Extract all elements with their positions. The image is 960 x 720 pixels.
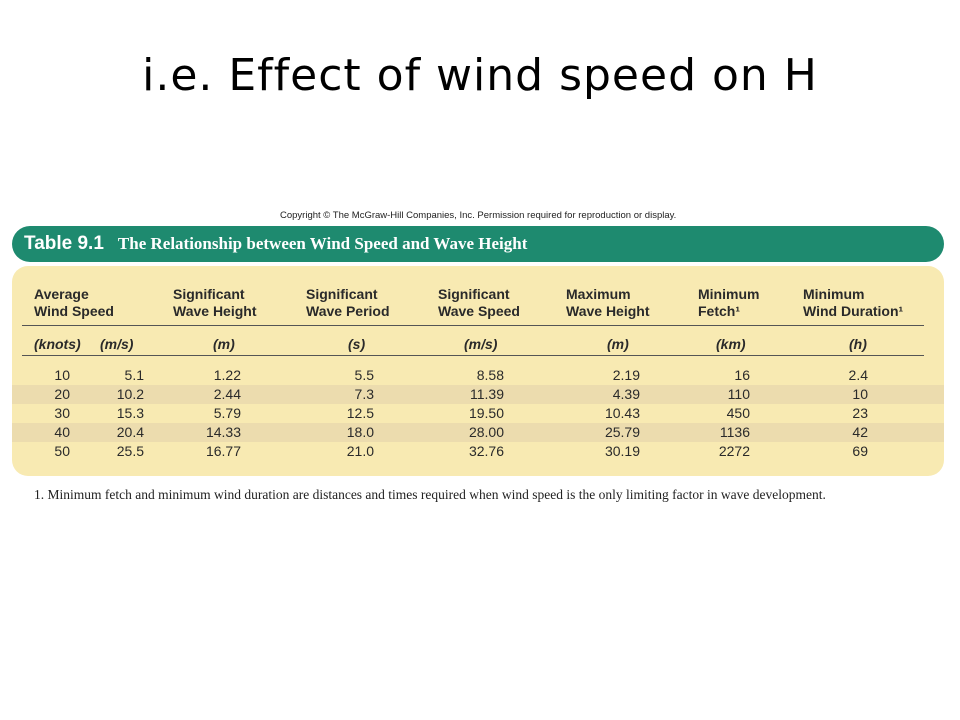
cell-speed: 19.50 (468, 405, 504, 421)
cell-speed: 28.00 (468, 424, 504, 440)
cell-period: 5.5 (354, 367, 374, 383)
cell-max-height: 30.19 (604, 443, 640, 459)
cell-height: 16.77 (205, 443, 241, 459)
unit-knots: (knots) (34, 336, 81, 352)
table-caption: The Relationship between Wind Speed and … (117, 234, 528, 253)
cell-duration: 42 (852, 424, 868, 440)
cell-speed: 11.39 (470, 386, 504, 402)
cell-wind-ms: 10.2 (116, 386, 144, 402)
header-rule (22, 325, 924, 326)
table-label: Table 9.1 (24, 233, 104, 254)
header-significant-wave-speed: Significant Wave Speed (438, 286, 520, 319)
header-significant-wave-height: Significant Wave Height (173, 286, 257, 319)
header-average-wind-speed: Average Wind Speed (34, 286, 114, 319)
unit-speed-ms: (m/s) (464, 336, 498, 352)
cell-fetch: 450 (726, 405, 750, 421)
cell-knots: 40 (54, 424, 70, 440)
cell-speed: 32.76 (468, 443, 504, 459)
units-rule (22, 355, 924, 356)
unit-period-s: (s) (348, 336, 366, 352)
header-minimum-wind-duration: Minimum Wind Duration¹ (803, 286, 904, 319)
cell-period: 21.0 (346, 443, 374, 459)
header-significant-wave-period: Significant Wave Period (306, 286, 390, 319)
cell-max-height: 4.39 (612, 386, 640, 402)
table-row: 10 5.1 1.22 5.5 8.58 2.19 16 2.4 (12, 366, 944, 385)
cell-speed: 8.58 (476, 367, 504, 383)
cell-knots: 10 (54, 367, 70, 383)
header-minimum-fetch: Minimum Fetch¹ (698, 286, 760, 319)
table-footnote: 1. Minimum fetch and minimum wind durati… (34, 487, 826, 502)
cell-height: 5.79 (213, 405, 241, 421)
unit-height-m: (m) (213, 336, 235, 352)
cell-duration: 69 (852, 443, 868, 459)
unit-max-height-m: (m) (607, 336, 629, 352)
cell-max-height: 10.43 (604, 405, 640, 421)
header-maximum-wave-height: Maximum Wave Height (566, 286, 650, 319)
table-row: 50 25.5 16.77 21.0 32.76 30.19 2272 69 (12, 442, 944, 461)
cell-fetch: 16 (734, 367, 750, 383)
cell-max-height: 25.79 (604, 424, 640, 440)
cell-height: 1.22 (213, 367, 241, 383)
table-row: 20 10.2 2.44 7.3 11.39 4.39 110 10 (12, 385, 944, 404)
cell-wind-ms: 15.3 (116, 405, 144, 421)
cell-duration: 23 (852, 405, 868, 421)
cell-knots: 20 (54, 386, 70, 402)
cell-max-height: 2.19 (612, 367, 640, 383)
cell-knots: 30 (54, 405, 70, 421)
cell-wind-ms: 20.4 (116, 424, 144, 440)
cell-fetch: 2272 (718, 443, 750, 459)
cell-duration: 10 (852, 386, 868, 402)
cell-period: 18.0 (346, 424, 374, 440)
unit-wind-ms: (m/s) (100, 336, 134, 352)
unit-fetch-km: (km) (716, 336, 746, 352)
cell-wind-ms: 5.1 (124, 367, 144, 383)
copyright-notice: Copyright © The McGraw-Hill Companies, I… (280, 210, 677, 221)
cell-period: 7.3 (354, 386, 374, 402)
table-banner: Table 9.1 The Relationship between Wind … (12, 226, 944, 262)
cell-height: 14.33 (205, 424, 241, 440)
table-row: 30 15.3 5.79 12.5 19.50 10.43 450 23 (12, 404, 944, 423)
cell-duration: 2.4 (848, 367, 868, 383)
slide-title: i.e. Effect of wind speed on H (142, 50, 818, 101)
unit-duration-h: (h) (849, 336, 867, 352)
cell-fetch: 110 (727, 386, 750, 402)
cell-fetch: 1136 (719, 424, 750, 440)
cell-period: 12.5 (346, 405, 374, 421)
cell-height: 2.44 (213, 386, 241, 402)
table-row: 40 20.4 14.33 18.0 28.00 25.79 1136 42 (12, 423, 944, 442)
cell-knots: 50 (54, 443, 70, 459)
cell-wind-ms: 25.5 (116, 443, 144, 459)
